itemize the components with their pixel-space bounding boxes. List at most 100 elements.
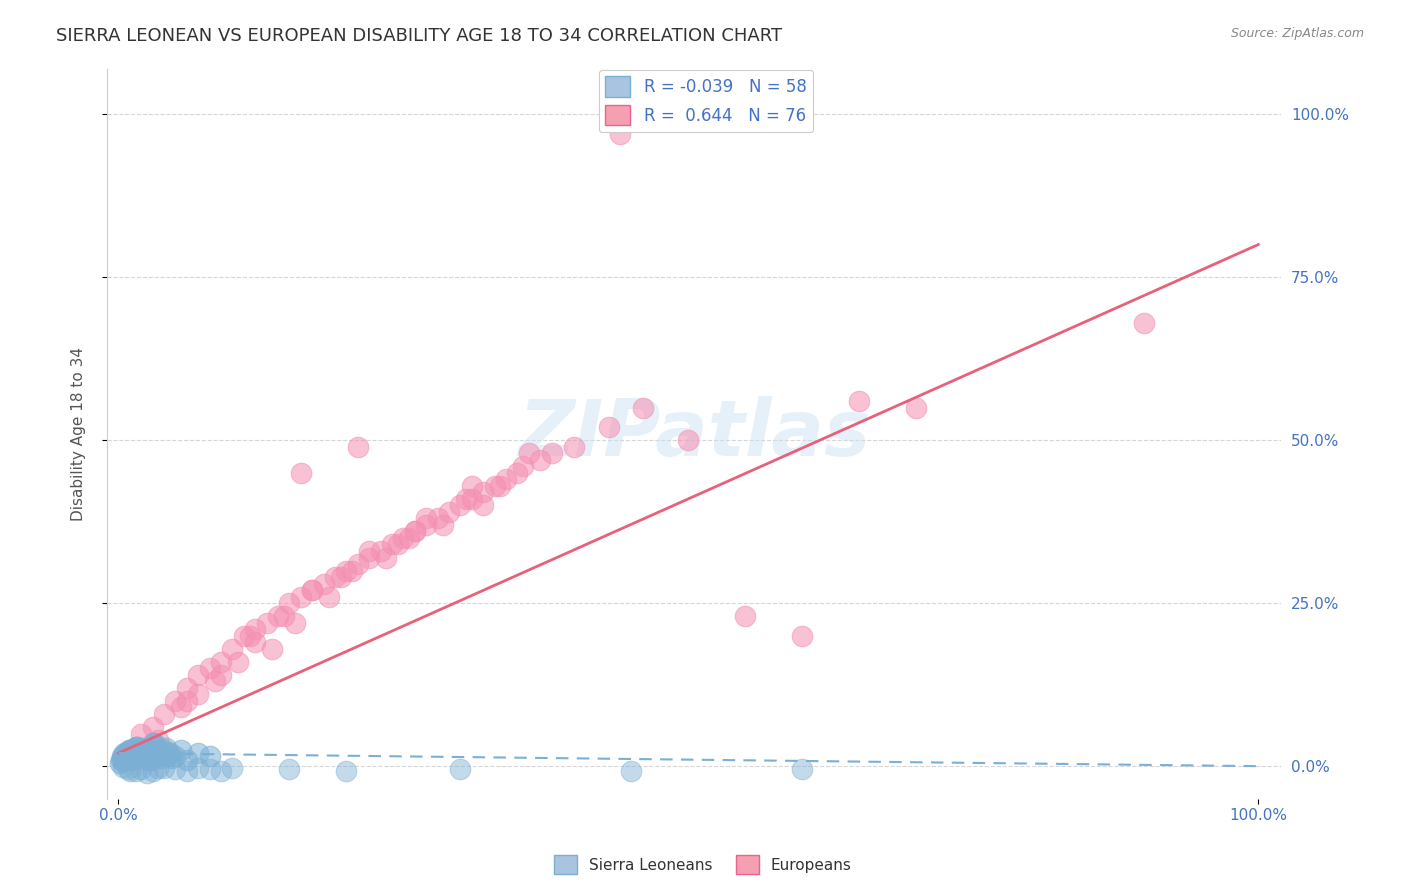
Text: SIERRA LEONEAN VS EUROPEAN DISABILITY AGE 18 TO 34 CORRELATION CHART: SIERRA LEONEAN VS EUROPEAN DISABILITY AG… xyxy=(56,27,782,45)
Point xyxy=(359,544,381,558)
Point xyxy=(129,726,152,740)
Point xyxy=(262,641,284,656)
Point xyxy=(449,499,471,513)
Point xyxy=(381,537,404,551)
Point xyxy=(110,753,132,767)
Point xyxy=(198,661,221,675)
Point xyxy=(120,743,142,757)
Point xyxy=(415,517,437,532)
Point xyxy=(146,746,169,760)
Point xyxy=(112,754,135,768)
Point xyxy=(111,751,134,765)
Point xyxy=(335,564,357,578)
Point xyxy=(404,524,426,539)
Point xyxy=(461,479,484,493)
Point xyxy=(375,550,398,565)
Point xyxy=(115,747,138,762)
Point xyxy=(540,446,562,460)
Point xyxy=(117,746,139,760)
Point xyxy=(437,505,460,519)
Point xyxy=(631,401,654,415)
Point xyxy=(142,736,165,750)
Point xyxy=(135,745,157,759)
Point xyxy=(517,446,540,460)
Point xyxy=(125,739,148,754)
Point xyxy=(143,749,166,764)
Point xyxy=(124,743,146,757)
Point xyxy=(129,749,152,764)
Point xyxy=(198,763,221,777)
Point xyxy=(489,479,512,493)
Point xyxy=(209,668,232,682)
Point xyxy=(564,440,586,454)
Point xyxy=(238,629,260,643)
Point xyxy=(256,615,278,630)
Point xyxy=(620,764,643,779)
Point xyxy=(165,749,187,764)
Point xyxy=(148,761,170,775)
Point xyxy=(905,401,928,415)
Point xyxy=(121,753,143,767)
Point xyxy=(159,746,181,760)
Legend: R = -0.039   N = 58, R =  0.644   N = 76: R = -0.039 N = 58, R = 0.644 N = 76 xyxy=(599,70,813,132)
Point xyxy=(170,700,193,714)
Point xyxy=(136,747,159,762)
Point xyxy=(848,394,870,409)
Text: Source: ZipAtlas.com: Source: ZipAtlas.com xyxy=(1230,27,1364,40)
Point xyxy=(472,485,495,500)
Point xyxy=(301,583,323,598)
Point xyxy=(290,466,312,480)
Point xyxy=(209,764,232,779)
Point xyxy=(187,746,209,760)
Point xyxy=(176,764,198,779)
Point xyxy=(124,739,146,754)
Point xyxy=(335,764,357,779)
Point xyxy=(323,570,346,584)
Point xyxy=(449,763,471,777)
Point xyxy=(404,524,426,539)
Point xyxy=(415,511,437,525)
Point xyxy=(278,763,301,777)
Point xyxy=(145,747,167,762)
Point xyxy=(387,537,409,551)
Point xyxy=(278,596,301,610)
Point xyxy=(156,749,179,764)
Point xyxy=(398,531,420,545)
Point xyxy=(149,749,172,764)
Point xyxy=(122,746,145,760)
Point xyxy=(129,763,152,777)
Point xyxy=(329,570,352,584)
Point xyxy=(118,764,141,778)
Point xyxy=(340,564,363,578)
Point xyxy=(150,751,173,765)
Point xyxy=(484,479,506,493)
Point xyxy=(136,765,159,780)
Point xyxy=(792,763,814,777)
Point xyxy=(472,499,495,513)
Point xyxy=(148,745,170,759)
Point xyxy=(426,511,449,525)
Point xyxy=(124,764,146,779)
Point xyxy=(370,544,392,558)
Point xyxy=(301,583,323,598)
Point xyxy=(245,635,267,649)
Point xyxy=(165,763,187,777)
Point xyxy=(290,590,312,604)
Point xyxy=(139,743,162,757)
Point xyxy=(111,749,134,764)
Point xyxy=(198,749,221,764)
Point xyxy=(495,472,517,486)
Point xyxy=(221,761,243,775)
Point xyxy=(187,761,209,775)
Point xyxy=(134,747,156,762)
Point xyxy=(153,761,176,775)
Point xyxy=(136,753,159,767)
Point xyxy=(139,746,162,760)
Point xyxy=(221,641,243,656)
Point xyxy=(432,517,454,532)
Point xyxy=(165,694,187,708)
Point xyxy=(176,753,198,767)
Point xyxy=(284,615,307,630)
Point xyxy=(734,609,756,624)
Point xyxy=(347,440,370,454)
